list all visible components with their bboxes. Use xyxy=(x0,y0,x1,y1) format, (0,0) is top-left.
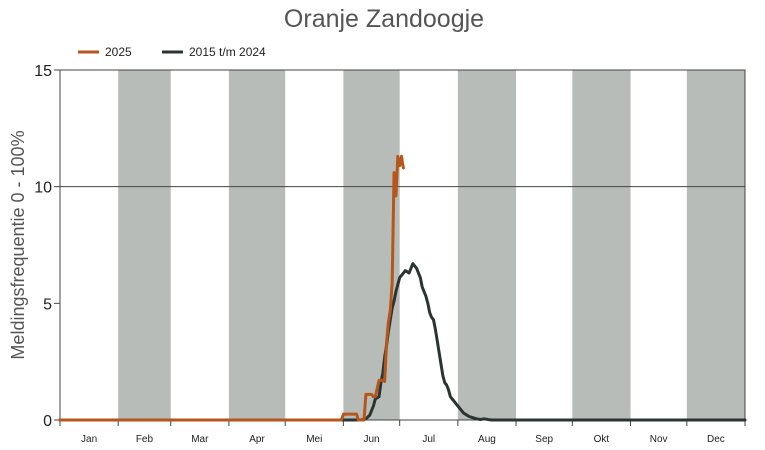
month-band-jun xyxy=(343,70,400,420)
x-tick-label-sep: Sep xyxy=(535,434,553,445)
month-band-aug xyxy=(457,70,517,420)
x-tick-label-jan: Jan xyxy=(81,434,97,445)
legend: 2025 2015 t/m 2024 xyxy=(78,45,266,59)
x-tick-label-mar: Mar xyxy=(191,434,209,445)
x-tick-label-apr: Apr xyxy=(249,434,265,445)
legend-label-2025: 2025 xyxy=(105,45,132,59)
chart-title: Oranje Zandoogje xyxy=(284,5,484,33)
y-tick-label: 10 xyxy=(34,180,52,197)
series-lines xyxy=(58,154,747,422)
y-tick-label: 5 xyxy=(43,296,52,313)
y-tick-label: 0 xyxy=(43,413,52,430)
x-tick-label-jul: Jul xyxy=(422,434,435,445)
x-tick-label-feb: Feb xyxy=(136,434,154,445)
x-tick-label-mei: Mei xyxy=(306,434,322,445)
month-band-apr xyxy=(228,70,286,420)
series-line-2025 xyxy=(58,154,405,422)
plot-frame xyxy=(59,69,746,421)
month-band-okt xyxy=(572,70,631,420)
x-tick-label-dec: Dec xyxy=(707,434,725,445)
x-tick-label-jun: Jun xyxy=(363,434,379,445)
x-tick-label-okt: Okt xyxy=(594,434,610,445)
x-tick-label-aug: Aug xyxy=(478,434,496,445)
y-axis-label: Meldingsfrequentie 0 - 100% xyxy=(8,130,28,359)
month-band-feb xyxy=(118,70,171,420)
legend-label-2015-2024: 2015 t/m 2024 xyxy=(189,45,266,59)
y-axis: 0 5 10 15 xyxy=(34,63,60,430)
x-axis: Jan Feb Mar Apr Mei Jun Jul Aug Sep Okt Nov Dec xyxy=(59,420,746,445)
x-tick-label-nov: Nov xyxy=(650,434,668,445)
month-band-dec xyxy=(686,70,745,420)
month-bands xyxy=(118,70,745,420)
y-tick-label: 15 xyxy=(34,63,52,80)
